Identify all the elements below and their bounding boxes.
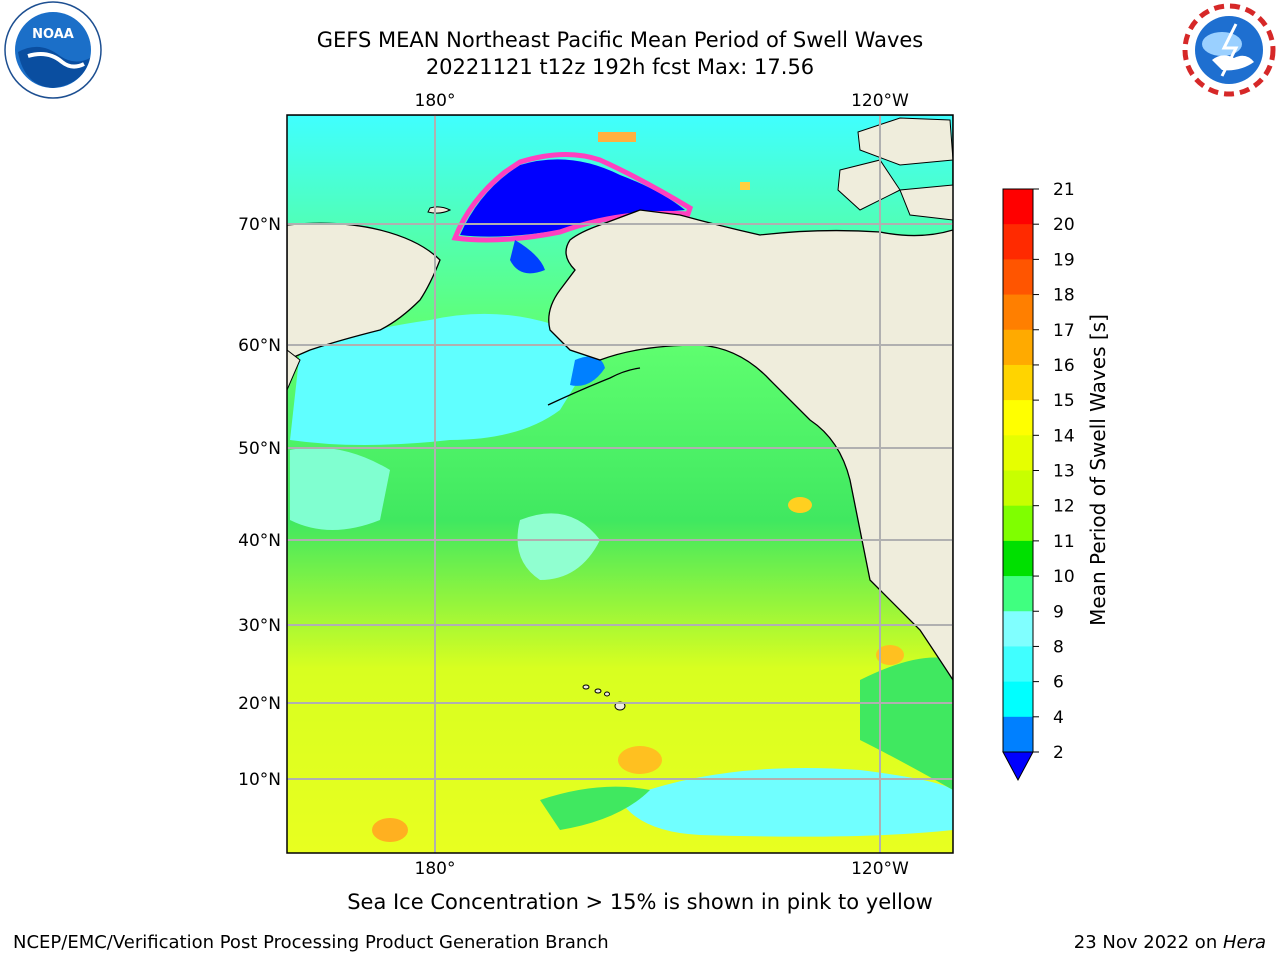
colorbar-tick-label: 6 (1053, 673, 1064, 693)
colorbar-swatch-4-6 (1003, 681, 1033, 718)
colorbar-swatch-18-19 (1003, 259, 1033, 296)
map-area (287, 115, 953, 853)
colorbar-tick-label: 18 (1053, 286, 1075, 306)
sea-ice-note: Sea Ice Concentration > 15% is shown in … (347, 890, 933, 914)
colorbar-tick-label: 12 (1053, 497, 1075, 517)
lat-label-50n: 50°N (238, 439, 281, 459)
colorbar-swatch-17-18 (1003, 294, 1033, 331)
lat-label-60n: 60°N (238, 336, 281, 356)
chart-subtitle: 20221121 t12z 192h fcst Max: 17.56 (425, 55, 815, 79)
colorbar-tick-label: 16 (1053, 356, 1075, 376)
footer-host: Hera (1222, 932, 1266, 953)
colorbar-underflow-arrow (1002, 751, 1034, 782)
lon-label-bottom-120w: 120°W (851, 859, 909, 879)
colorbar-tick-label: 2 (1053, 743, 1064, 763)
lat-label-40n: 40°N (238, 531, 281, 551)
lat-label-10n: 10°N (238, 770, 281, 790)
chart-title: GEFS MEAN Northeast Pacific Mean Period … (316, 28, 924, 52)
lon-label-bottom-180: 180° (415, 859, 456, 879)
lon-label-top-120w: 120°W (851, 91, 909, 111)
colorbar-tick-label: 8 (1053, 637, 1064, 657)
colorbar-title: Mean Period of Swell Waves [s] (1086, 314, 1110, 626)
map-frame (286, 114, 954, 854)
colorbar-swatch-13-14 (1003, 435, 1033, 471)
colorbar-tick-label: 11 (1053, 532, 1075, 552)
colorbar-tick-label: 15 (1053, 391, 1075, 411)
colorbar-swatch-15-16 (1003, 364, 1033, 401)
colorbar-tick-label: 20 (1053, 215, 1075, 235)
footer-date-prefix: 23 Nov 2022 on (1073, 932, 1223, 953)
colorbar-swatch-20-21 (1003, 189, 1033, 225)
colorbar-swatch-10-11 (1003, 540, 1033, 577)
colorbar-tick-label: 14 (1053, 426, 1075, 446)
noaa-logo: NOAA (4, 1, 102, 99)
colorbar-tick-label: 4 (1053, 708, 1064, 728)
colorbar-swatch-14-15 (1003, 400, 1033, 436)
lat-label-20n: 20°N (238, 694, 281, 714)
colorbar-swatch-11-12 (1003, 505, 1033, 542)
colorbar-swatch-19-20 (1003, 224, 1033, 260)
colorbar-swatch-8-9 (1003, 611, 1033, 647)
colorbar-tick-label: 10 (1053, 567, 1075, 587)
footer-date: 23 Nov 2022 on Hera (1074, 932, 1266, 953)
colorbar-swatch-2-4 (1003, 716, 1033, 753)
colorbar-tick-label: 19 (1053, 250, 1075, 270)
colorbar-tick-label: 9 (1053, 602, 1064, 622)
noaa-logo-text: NOAA (32, 27, 74, 42)
colorbar-tick-label: 17 (1053, 321, 1075, 341)
colorbar-swatch-12-13 (1003, 470, 1033, 507)
colorbar-swatch-9-10 (1003, 576, 1033, 612)
lon-label-top-180: 180° (415, 91, 456, 111)
colorbar-tick-label: 13 (1053, 462, 1075, 482)
lat-label-70n: 70°N (238, 215, 281, 235)
nws-logo (1181, 2, 1277, 98)
lat-label-30n: 30°N (238, 616, 281, 636)
colorbar: 21 20 19 18 17 16 15 14 13 12 11 10 9 8 6 4 2 (1002, 180, 1075, 782)
colorbar-swatch-6-8 (1003, 646, 1033, 683)
colorbar-tick-label: 21 (1053, 180, 1075, 200)
footer-credit: NCEP/EMC/Verification Post Processing Pr… (13, 932, 609, 953)
colorbar-swatch-16-17 (1003, 329, 1033, 366)
